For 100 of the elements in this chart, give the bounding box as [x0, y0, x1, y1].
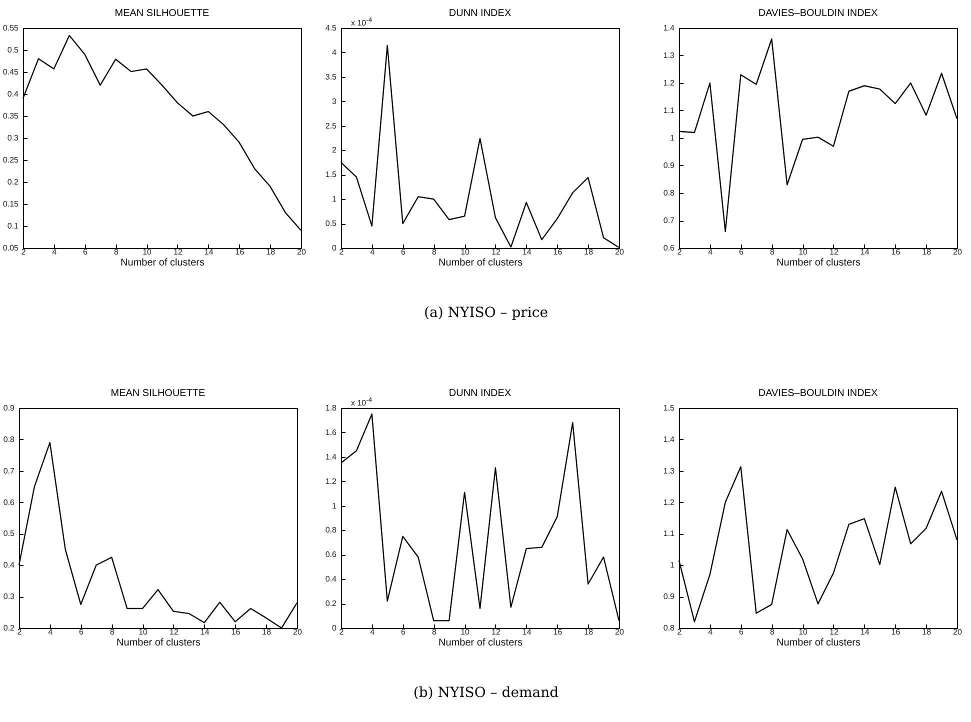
- text: x 10$^{-4}$: [351, 397, 372, 408]
- y-tick-label: 0.45: [2, 68, 20, 76]
- y-tick-label: 1.3: [663, 51, 676, 60]
- x-tick-label: 12: [491, 628, 501, 636]
- x-tick-label: 8: [770, 248, 775, 256]
- chart-title: DAVIES–BOULDIN INDEX: [758, 388, 878, 399]
- x-tick-label: 6: [739, 628, 744, 636]
- y-tick-label: 1.3: [663, 466, 676, 476]
- x-tick-label: 16: [891, 628, 901, 636]
- y-tick-label: 3: [332, 96, 338, 106]
- y-tick-label: 0.8: [325, 526, 338, 535]
- y-tick-label: 0.9: [663, 592, 676, 602]
- y-tick-label: 0.2: [7, 178, 20, 186]
- y-tick-label: 1.2: [663, 78, 676, 88]
- y-tick-label: 1.1: [663, 529, 676, 538]
- y-tick-label: 0.5: [3, 529, 16, 538]
- y-tick-label: 0.4: [3, 560, 16, 570]
- x-tick-label: 10: [460, 248, 470, 256]
- y-tick-label: 2: [332, 146, 338, 155]
- x-tick-label: 14: [522, 248, 532, 256]
- y-tick-label: 0.1: [7, 222, 20, 230]
- x-tick-label: 20: [953, 248, 962, 256]
- y-tick-label: 1.2: [325, 476, 338, 486]
- y-tick-label: 0.8: [663, 624, 676, 632]
- y-tick-label: 0.05: [2, 244, 20, 252]
- x-tick-label: 18: [584, 248, 594, 256]
- x-tick-label: 6: [401, 628, 406, 636]
- x-tick-label: 6: [79, 628, 84, 636]
- x-tick-label: 20: [615, 628, 624, 636]
- x-tick-label: 18: [262, 628, 272, 636]
- y-tick-label: 0.6: [3, 498, 16, 507]
- x-tick-label: 4: [48, 628, 54, 636]
- x-tick-label: 10: [798, 248, 808, 256]
- x-tick-label: 4: [52, 248, 58, 256]
- x-tick-label: 14: [200, 628, 210, 636]
- x-tick-label: 14: [522, 628, 532, 636]
- y-tick-label: 0.5: [7, 46, 20, 54]
- y-tick-label: 0.9: [3, 404, 16, 412]
- y-tick-label: 0.4: [7, 90, 20, 98]
- x-tick-label: 18: [922, 628, 932, 636]
- x-tick-label: 10: [798, 628, 808, 636]
- x-tick-label: 16: [553, 628, 563, 636]
- x-tick-label: 6: [83, 248, 88, 256]
- x-tick-label: 4: [708, 628, 714, 636]
- x-tick-label: 12: [491, 248, 501, 256]
- y-tick-label: 0.15: [2, 200, 20, 208]
- x-axis-title: Number of clusters: [438, 258, 522, 268]
- x-tick-label: 6: [739, 248, 744, 256]
- x-axis-title: Number of clusters: [776, 638, 860, 648]
- y-tick-label: 2.5: [325, 121, 338, 130]
- x-axis-title: Number of clusters: [120, 258, 204, 268]
- chart-title: DUNN INDEX: [448, 388, 512, 399]
- y-tick-label: 0.8: [3, 434, 16, 444]
- y-tick-label: 1.5: [663, 404, 676, 412]
- y-tick-label: 0.25: [2, 156, 20, 164]
- x-tick-label: 14: [860, 628, 870, 636]
- x-tick-label: 12: [173, 248, 183, 256]
- x-tick-label: 18: [584, 628, 594, 636]
- x-tick-label: 8: [110, 628, 115, 636]
- y-tick-label: 0.8: [663, 188, 676, 198]
- text: (a) NYISO – price: [424, 305, 548, 321]
- x-tick-label: 18: [266, 248, 276, 256]
- y-tick-label: 0.4: [325, 574, 338, 584]
- y-tick-label: 0.55: [2, 24, 20, 32]
- chart-title: MEAN SILHOUETTE: [110, 388, 206, 399]
- y-tick-label: 4: [332, 48, 338, 57]
- y-tick-label: 1.8: [325, 404, 338, 412]
- x-tick-label: 8: [770, 628, 775, 636]
- x-tick-label: 16: [231, 628, 241, 636]
- y-tick-label: 1: [332, 501, 338, 510]
- y-tick-label: 1.2: [663, 498, 676, 507]
- x-tick-label: 12: [829, 248, 839, 256]
- x-tick-label: 2: [677, 248, 682, 256]
- x-axis-title: Number of clusters: [438, 638, 522, 648]
- y-tick-label: 1.4: [663, 434, 676, 444]
- y-tick-label: 0.5: [325, 219, 338, 228]
- y-tick-label: 0.3: [3, 592, 16, 602]
- x-axis-title: Number of clusters: [116, 638, 200, 648]
- x-tick-label: 2: [21, 248, 26, 256]
- x-tick-label: 2: [339, 248, 344, 256]
- x-tick-label: 4: [370, 628, 376, 636]
- x-tick-label: 20: [615, 248, 624, 256]
- x-tick-label: 8: [432, 628, 437, 636]
- x-tick-label: 14: [860, 248, 870, 256]
- x-tick-label: 2: [677, 628, 682, 636]
- y-tick-label: 3.5: [325, 72, 338, 82]
- y-tick-label: 1.1: [663, 106, 676, 115]
- x-tick-label: 12: [169, 628, 179, 636]
- y-tick-label: 0.6: [663, 244, 676, 252]
- chart-title: DAVIES–BOULDIN INDEX: [758, 8, 878, 19]
- x-tick-label: 20: [297, 248, 306, 256]
- chart-title: MEAN SILHOUETTE: [114, 8, 210, 19]
- text: x 10$^{-4}$: [351, 17, 372, 28]
- x-axis-title: Number of clusters: [776, 258, 860, 268]
- y-tick-label: 1.4: [325, 452, 338, 462]
- x-tick-label: 10: [138, 628, 148, 636]
- y-tick-label: 0.2: [325, 599, 338, 608]
- x-tick-label: 16: [553, 248, 563, 256]
- y-tick-label: 0.3: [7, 134, 20, 142]
- y-tick-label: 0.2: [3, 624, 16, 632]
